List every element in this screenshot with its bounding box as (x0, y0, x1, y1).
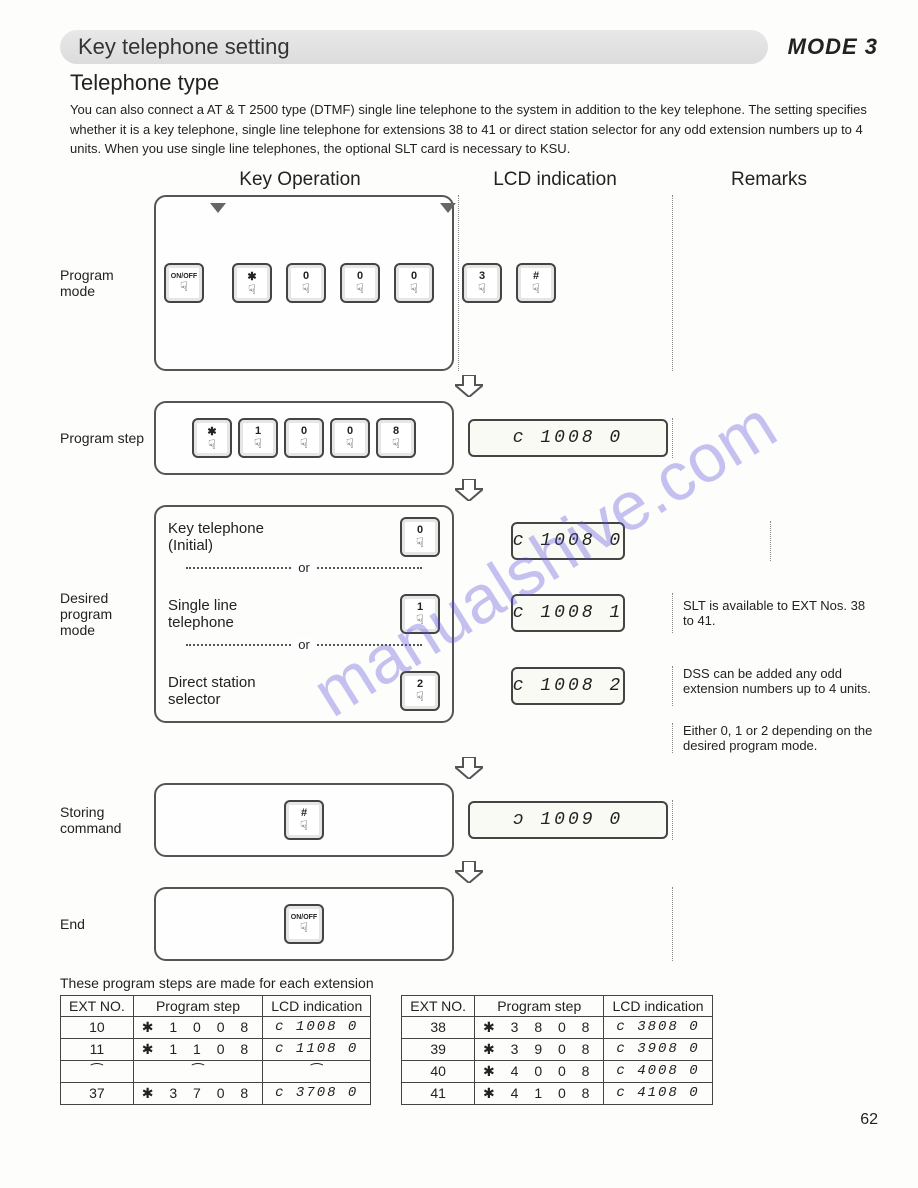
key-3: 3☟ (462, 263, 502, 303)
key-8: 8☟ (376, 418, 416, 458)
lcd-opt-0: c 1008 0 (511, 522, 625, 560)
key-1: 1☟ (400, 594, 440, 634)
key-0: 0☟ (286, 263, 326, 303)
mode-label: MODE 3 (788, 34, 878, 60)
end-panel: ON/OFF☟ (154, 887, 454, 961)
ext-table-right: EXT NO. Program step LCD indication 38✱ … (401, 995, 712, 1105)
lcd-storing: ɔ 1009 0 (468, 801, 668, 839)
arrow-down-icon (455, 861, 483, 883)
key-0: 0☟ (330, 418, 370, 458)
key-onoff: ON/OFF☟ (284, 904, 324, 944)
arrow-down-icon (455, 479, 483, 501)
col-header-lcd: LCD indication (450, 169, 660, 191)
page-number: 62 (60, 1111, 878, 1129)
key-0: 0☟ (394, 263, 434, 303)
ext-table-left: EXT NO. Program step LCD indication 10✱ … (60, 995, 371, 1105)
remark-1: SLT is available to EXT Nos. 38 to 41. (672, 593, 878, 633)
key-hash: #☟ (284, 800, 324, 840)
key-hash: #☟ (516, 263, 556, 303)
key-2: 2☟ (400, 671, 440, 711)
col-header-op: Key Operation (150, 169, 450, 191)
label-end: End (60, 916, 150, 932)
storing-panel: #☟ (154, 783, 454, 857)
lcd-opt-1: c 1008 1 (511, 594, 625, 632)
key-1: 1☟ (238, 418, 278, 458)
label-program-mode: Program mode (60, 267, 150, 299)
section-pill: Key telephone setting (60, 30, 768, 64)
lcd-opt-2: c 1008 2 (511, 667, 625, 705)
intro-text: You can also connect a AT & T 2500 type … (70, 100, 878, 159)
program-step-panel: ✱☟ 1☟ 0☟ 0☟ 8☟ (154, 401, 454, 475)
subtitle: Telephone type (70, 70, 878, 96)
key-star: ✱☟ (232, 263, 272, 303)
arrow-down-icon (455, 375, 483, 397)
label-storing: Storing command (60, 804, 150, 836)
remark-2: DSS can be added any odd extension numbe… (683, 666, 878, 696)
key-onoff: ON/OFF☟ (164, 263, 204, 303)
lcd-program-step: c 1008 0 (468, 419, 668, 457)
col-header-rem: Remarks (660, 169, 878, 191)
key-0: 0☟ (400, 517, 440, 557)
program-mode-panel: ON/OFF☟ ✱☟ 0☟ 0☟ 0☟ 3☟ #☟ (154, 195, 454, 371)
arrow-down-icon (455, 757, 483, 779)
label-program-step: Program step (60, 430, 150, 446)
key-star: ✱☟ (192, 418, 232, 458)
key-0: 0☟ (284, 418, 324, 458)
table-note: These program steps are made for each ex… (60, 975, 878, 991)
key-0: 0☟ (340, 263, 380, 303)
desired-panel: Key telephone(Initial) 0☟ or Single line… (154, 505, 454, 723)
footnote: Either 0, 1 or 2 depending on the desire… (672, 723, 878, 753)
label-desired: Desired program mode (60, 590, 150, 638)
